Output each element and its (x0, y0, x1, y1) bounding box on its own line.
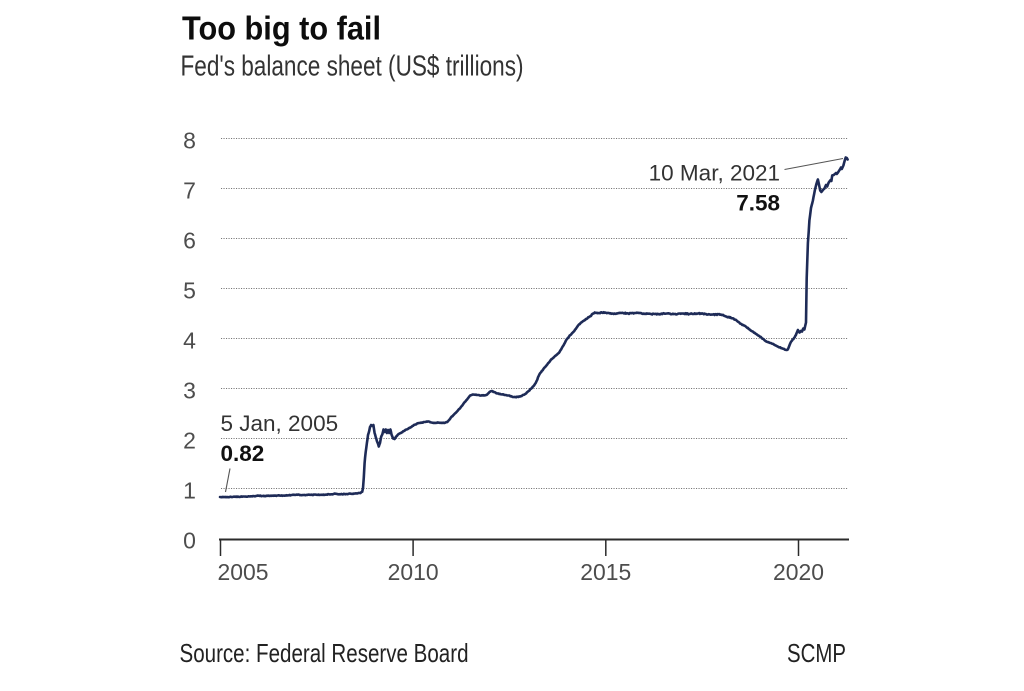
svg-text:7.58: 7.58 (736, 191, 780, 216)
svg-text:6: 6 (183, 228, 196, 254)
svg-text:Too big to fail: Too big to fail (182, 10, 381, 47)
svg-text:3: 3 (183, 378, 196, 404)
svg-text:1: 1 (183, 478, 196, 504)
svg-text:7: 7 (183, 178, 196, 204)
svg-text:5: 5 (183, 278, 196, 304)
svg-text:8: 8 (183, 128, 196, 154)
svg-text:10 Mar, 2021: 10 Mar, 2021 (649, 161, 780, 186)
svg-text:Source: Federal Reserve Board: Source: Federal Reserve Board (180, 638, 469, 668)
svg-text:2005: 2005 (218, 559, 269, 585)
svg-text:SCMP: SCMP (787, 638, 846, 668)
svg-text:Fed's balance sheet (US$ trill: Fed's balance sheet (US$ trillions) (181, 51, 524, 83)
svg-text:0: 0 (183, 528, 196, 554)
svg-text:4: 4 (183, 328, 196, 354)
svg-text:2020: 2020 (773, 559, 824, 585)
svg-text:5 Jan, 2005: 5 Jan, 2005 (221, 411, 339, 436)
svg-text:0.82: 0.82 (221, 441, 265, 466)
svg-text:2015: 2015 (580, 559, 631, 585)
svg-text:2: 2 (183, 428, 196, 454)
svg-text:2010: 2010 (388, 559, 439, 585)
